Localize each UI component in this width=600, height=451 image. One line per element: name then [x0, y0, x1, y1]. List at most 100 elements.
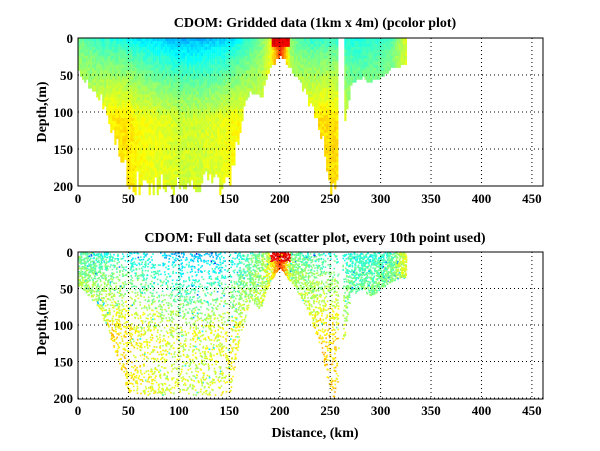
pcolor-cell — [197, 58, 200, 62]
pcolor-cell — [318, 126, 321, 131]
pcolor-cell — [158, 165, 161, 169]
pcolor-cell — [140, 162, 143, 166]
pcolor-cell — [221, 150, 224, 154]
pcolor-cell — [309, 64, 313, 68]
pcolor-cell — [336, 46, 339, 51]
pcolor-cell — [170, 43, 173, 48]
pcolor-cell — [158, 46, 161, 51]
pcolor-cell — [86, 38, 89, 42]
pcolor-cell — [223, 180, 226, 184]
pcolor-cell — [192, 82, 196, 86]
pcolor-cell — [124, 138, 127, 142]
pcolor-cell — [344, 67, 347, 71]
pcolor-cell — [150, 112, 153, 116]
pcolor-cell — [188, 43, 192, 48]
pcolor-cell — [98, 76, 101, 80]
pcolor-cell — [305, 52, 309, 57]
pcolor-cell — [182, 94, 186, 98]
pcolor-cell — [215, 85, 218, 89]
pcolor-cell — [182, 177, 186, 181]
pcolor-cell — [92, 70, 95, 74]
pcolor-cell — [334, 114, 337, 119]
pcolor-cell — [195, 177, 198, 181]
pcolor-cell — [314, 112, 317, 116]
pcolor-cell — [392, 46, 395, 51]
pcolor-cell — [166, 141, 169, 145]
pcolor-cell — [318, 76, 321, 80]
pcolor-cell — [312, 73, 315, 77]
pcolor-cell — [152, 180, 155, 184]
pcolor-cell — [186, 132, 190, 136]
pcolor-cell — [126, 168, 129, 172]
pcolor-cell — [98, 91, 101, 95]
pcolor-cell — [259, 40, 262, 45]
pcolor-cell — [116, 97, 119, 101]
pcolor-cell — [146, 132, 149, 136]
pcolor-cell — [178, 43, 182, 48]
pcolor-cell — [303, 52, 307, 57]
pcolor-cell — [114, 85, 117, 89]
pcolor-cell — [195, 70, 198, 74]
pcolor-cell — [130, 97, 133, 101]
pcolor-cell — [334, 132, 337, 136]
pcolor-cell — [178, 109, 182, 113]
pcolor-cell — [124, 141, 127, 145]
pcolor-cell — [314, 82, 317, 86]
pcolor-cell — [273, 52, 276, 57]
pcolor-cell — [330, 188, 333, 193]
pcolor-cell — [219, 100, 222, 104]
pcolor-cell — [348, 94, 351, 98]
pcolor-cell — [162, 94, 165, 98]
pcolor-cell — [328, 97, 331, 101]
pcolor-cell — [370, 46, 373, 51]
pcolor-cell — [328, 165, 331, 169]
pcolor-cell — [245, 61, 248, 65]
pcolor-cell — [287, 46, 291, 51]
pcolor-cell — [162, 76, 165, 80]
pcolor-cell — [178, 106, 182, 110]
pcolor-cell — [114, 76, 117, 80]
pcolor-cell — [328, 100, 331, 104]
pcolor-cell — [251, 79, 254, 83]
pcolor-cell — [201, 120, 204, 125]
pcolor-cell — [118, 70, 121, 74]
pcolor-cell — [205, 132, 208, 136]
pcolor-cell — [199, 100, 202, 104]
pcolor-cell — [176, 147, 180, 151]
pcolor-cell — [227, 94, 230, 98]
pcolor-cell — [182, 144, 186, 148]
pcolor-cell — [400, 46, 403, 51]
pcolor-cell — [132, 64, 135, 68]
pcolor-cell — [108, 67, 111, 71]
pcolor-cell — [207, 100, 210, 104]
pcolor-cell — [82, 52, 85, 57]
pcolor-cell — [221, 153, 224, 157]
pcolor-cell — [154, 112, 157, 116]
pcolor-cell — [261, 67, 264, 71]
pcolor-cell — [132, 171, 135, 175]
pcolor-cell — [104, 38, 107, 42]
pcolor-cell — [158, 103, 161, 107]
pcolor-cell — [360, 40, 363, 45]
pcolor-cell — [132, 117, 135, 122]
pcolor-cell — [199, 183, 202, 187]
pcolor-cell — [80, 40, 83, 45]
pcolor-cell — [116, 135, 119, 139]
pcolor-cell — [215, 82, 218, 86]
pcolor-cell — [124, 40, 127, 45]
pcolor-cell — [195, 117, 198, 122]
pcolor-cell — [154, 150, 157, 154]
pcolor-cell — [374, 64, 377, 68]
pcolor-cell — [88, 38, 91, 42]
pcolor-cell — [106, 73, 109, 77]
pcolor-cell — [138, 150, 141, 154]
pcolor-cell — [136, 156, 139, 160]
pcolor-cell — [330, 88, 333, 92]
pcolor-cell — [92, 46, 95, 51]
pcolor-cell — [197, 174, 200, 178]
pcolor-cell — [86, 64, 89, 68]
pcolor-cell — [180, 76, 184, 80]
pcolor-cell — [132, 73, 135, 77]
pcolor-cell — [326, 85, 329, 89]
pcolor-cell — [372, 76, 375, 80]
